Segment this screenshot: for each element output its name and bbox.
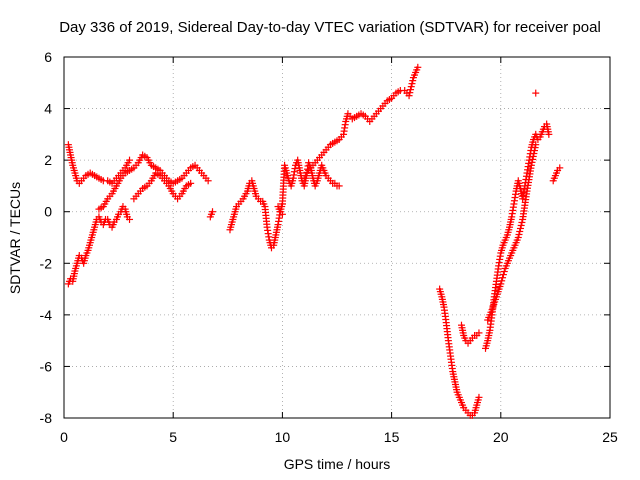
data-point: [499, 274, 507, 282]
data-points: [64, 63, 564, 419]
data-point: [516, 227, 524, 235]
data-point: [499, 271, 507, 279]
data-point: [126, 156, 134, 164]
data-point: [515, 230, 523, 238]
grid-lines: [64, 57, 610, 418]
data-point: [475, 393, 483, 401]
data-point: [126, 215, 134, 223]
plot-border: [63, 56, 611, 419]
data-point: [335, 182, 343, 190]
x-tick-label: 25: [602, 429, 618, 445]
data-point: [532, 89, 540, 97]
x-tick-label: 15: [384, 429, 400, 445]
data-point: [532, 141, 540, 149]
y-tick-label: -6: [40, 358, 53, 374]
x-axis-label: GPS time / hours: [283, 456, 391, 472]
data-point: [278, 210, 286, 218]
x-tick-label: 0: [60, 429, 68, 445]
data-point: [187, 179, 195, 187]
data-point: [498, 277, 506, 285]
data-point: [528, 158, 536, 166]
data-point: [407, 83, 415, 91]
y-tick-label: -4: [40, 307, 53, 323]
chart-title: Day 336 of 2019, Sidereal Day-to-day VTE…: [59, 19, 601, 36]
y-tick-label: 0: [44, 204, 52, 220]
data-point: [204, 177, 212, 185]
data-point: [517, 221, 525, 229]
data-point: [409, 77, 417, 85]
data-point: [516, 224, 524, 232]
data-point: [408, 80, 416, 88]
y-tick-label: -2: [40, 255, 53, 271]
x-tick-label: 20: [493, 429, 509, 445]
data-point: [530, 147, 538, 155]
y-tick-label: 2: [44, 152, 52, 168]
data-point: [527, 161, 535, 169]
data-point: [209, 208, 217, 216]
data-point: [518, 218, 526, 226]
data-point: [530, 150, 538, 158]
data-point: [531, 144, 539, 152]
data-point: [406, 89, 414, 97]
x-tick-label: 10: [275, 429, 291, 445]
data-point: [545, 130, 553, 138]
data-point: [405, 92, 413, 100]
y-axis-label: SDTVAR / TECUs: [7, 181, 23, 295]
data-point: [407, 86, 415, 94]
y-tick-label: 4: [44, 101, 52, 117]
data-point: [497, 280, 505, 288]
y-tick-label: 6: [44, 49, 52, 65]
data-point: [414, 63, 422, 71]
data-point: [529, 155, 537, 163]
plot-frame: [63, 56, 611, 419]
data-point: [475, 329, 483, 337]
data-point: [529, 152, 537, 160]
axis-ticks: 0 5 10 15 20 25 -8 -6 -4 -2 0 2 4 6: [40, 49, 618, 445]
x-tick-label: 5: [169, 429, 177, 445]
y-tick-label: -8: [40, 410, 53, 426]
data-point: [500, 268, 508, 276]
data-point: [514, 234, 522, 241]
data-point: [556, 164, 564, 172]
